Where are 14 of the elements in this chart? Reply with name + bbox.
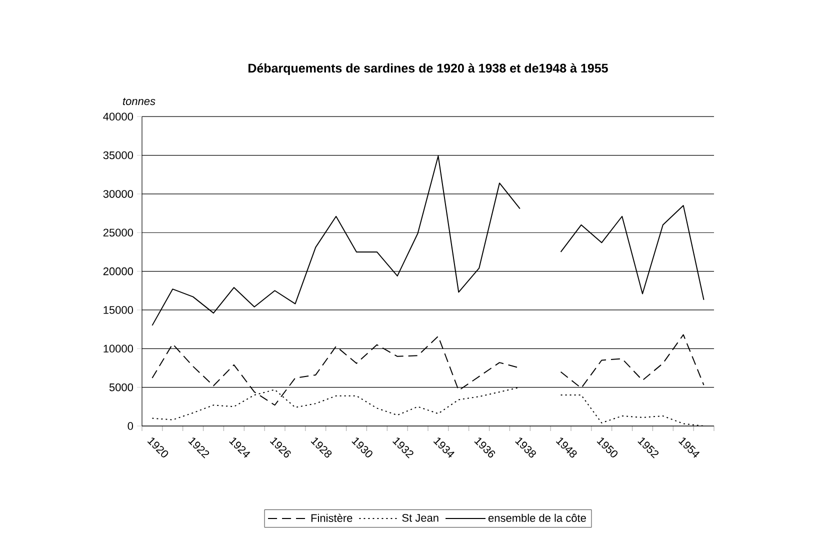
y-tick-label: 5000 [109,383,134,392]
y-tick-label: 15000 [104,306,134,314]
y-tick-label: 35000 [103,151,134,160]
y-tick-label: 0 [128,422,134,430]
y-tick-label: 10000 [104,344,134,353]
legend-label: Finistère [311,514,352,522]
y-tick-label: 20000 [103,267,134,276]
legend-label: ensemble de la côte [488,514,586,522]
y-tick-label: 25000 [103,228,134,237]
y-tick-label: 30000 [103,190,134,198]
legend-label: St Jean [402,514,438,522]
y-axis-title: tonnes [122,98,156,106]
y-tick-label: 40000 [103,112,134,120]
chart-title: Débarquements de sardines de 1920 à 1938 et de1948 à 1955 [248,63,608,76]
